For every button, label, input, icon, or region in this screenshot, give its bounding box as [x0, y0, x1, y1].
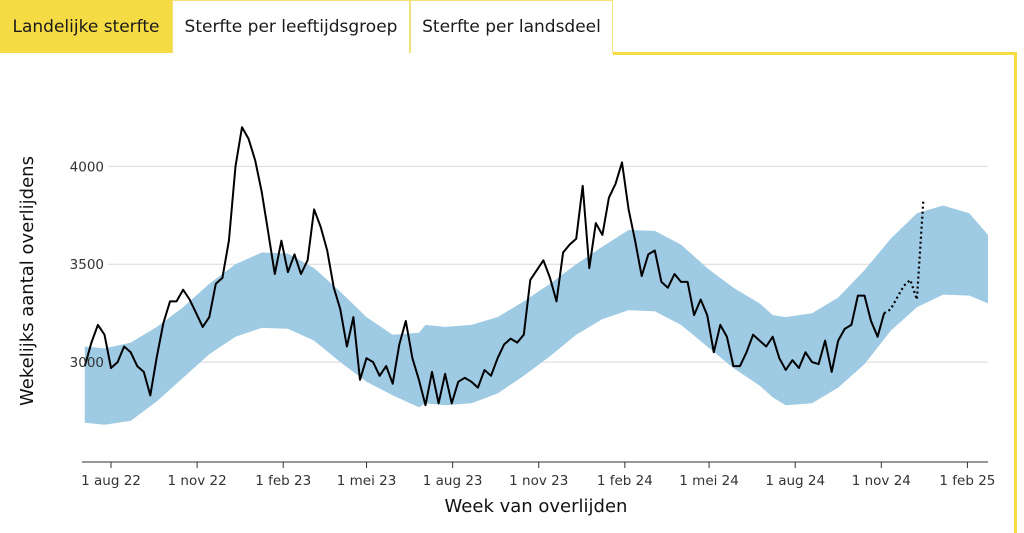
- x-tick-label: 1 nov 22: [168, 473, 227, 489]
- x-tick-label: 1 mei 23: [337, 473, 397, 489]
- series-lines: [83, 126, 925, 407]
- x-tick-label: 1 nov 23: [509, 473, 568, 489]
- y-tick-label: 4000: [70, 159, 104, 175]
- y-axis-ticks: 3000 3500 4000: [70, 159, 104, 371]
- x-tick-label: 1 nov 24: [852, 473, 911, 489]
- tab-landelijke-sterfte[interactable]: Landelijke sterfte: [0, 0, 172, 53]
- x-tick-label: 1 aug 22: [81, 473, 141, 489]
- y-tick-label: 3000: [70, 355, 104, 371]
- tab-sterfte-per-leeftijdsgroep[interactable]: Sterfte per leeftijdsgroep: [172, 0, 410, 53]
- y-axis-title: Wekelijks aantal overlijdens: [17, 156, 38, 406]
- panel-border-right: [1014, 52, 1017, 533]
- x-axis-title: Week van overlijden: [445, 496, 628, 517]
- x-tick-label: 1 mei 24: [679, 473, 739, 489]
- observed-mortality-line: [83, 126, 886, 407]
- tab-bar: Landelijke sterfte Sterfte per leeftijds…: [0, 0, 1024, 54]
- x-axis-ticks: 1 aug 22 1 nov 22 1 feb 23 1 mei 23 1 aug 23…: [81, 462, 995, 489]
- x-tick-label: 1 aug 23: [423, 473, 483, 489]
- tab-sterfte-per-landsdeel[interactable]: Sterfte per landsdeel: [410, 0, 613, 53]
- expected-mortality-band: [84, 205, 989, 425]
- y-tick-label: 3500: [70, 257, 104, 273]
- x-tick-label: 1 feb 24: [597, 473, 653, 489]
- panel-border-top: [613, 52, 1017, 55]
- x-tick-label: 1 feb 25: [939, 473, 995, 489]
- x-tick-label: 1 feb 23: [255, 473, 311, 489]
- x-tick-label: 1 aug 24: [765, 473, 825, 489]
